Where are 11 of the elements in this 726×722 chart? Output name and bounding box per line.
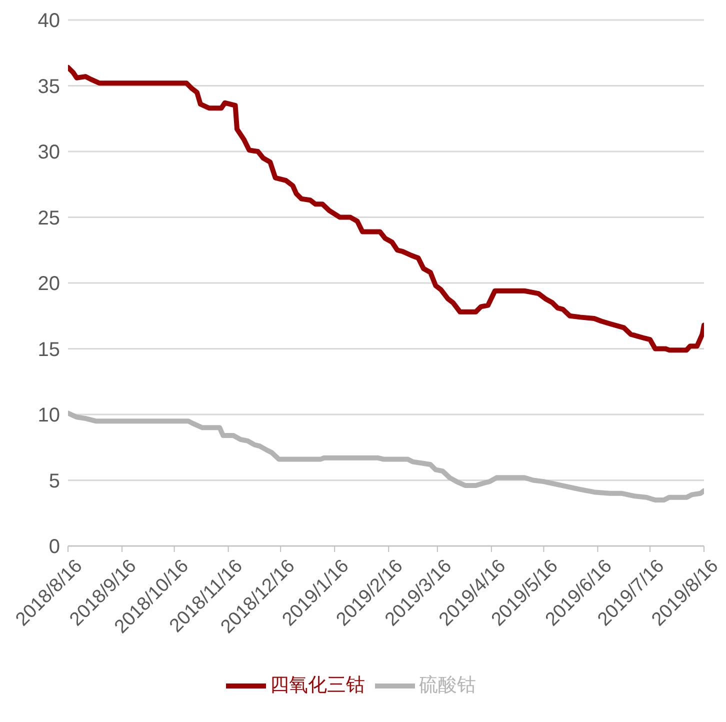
y-tick-label: 5 — [48, 470, 60, 492]
y-tick-label: 30 — [38, 142, 60, 164]
y-tick-label: 0 — [48, 536, 60, 558]
y-tick-label: 10 — [38, 404, 60, 427]
y-tick-label: 35 — [38, 76, 60, 98]
y-tick-label: 15 — [38, 338, 60, 361]
y-tick-label: 20 — [38, 273, 60, 296]
legend-label: 四氧化三钴 — [270, 675, 365, 696]
y-tick-label: 40 — [38, 10, 60, 32]
legend-label: 硫酸钴 — [419, 675, 476, 696]
y-tick-label: 25 — [38, 207, 60, 230]
